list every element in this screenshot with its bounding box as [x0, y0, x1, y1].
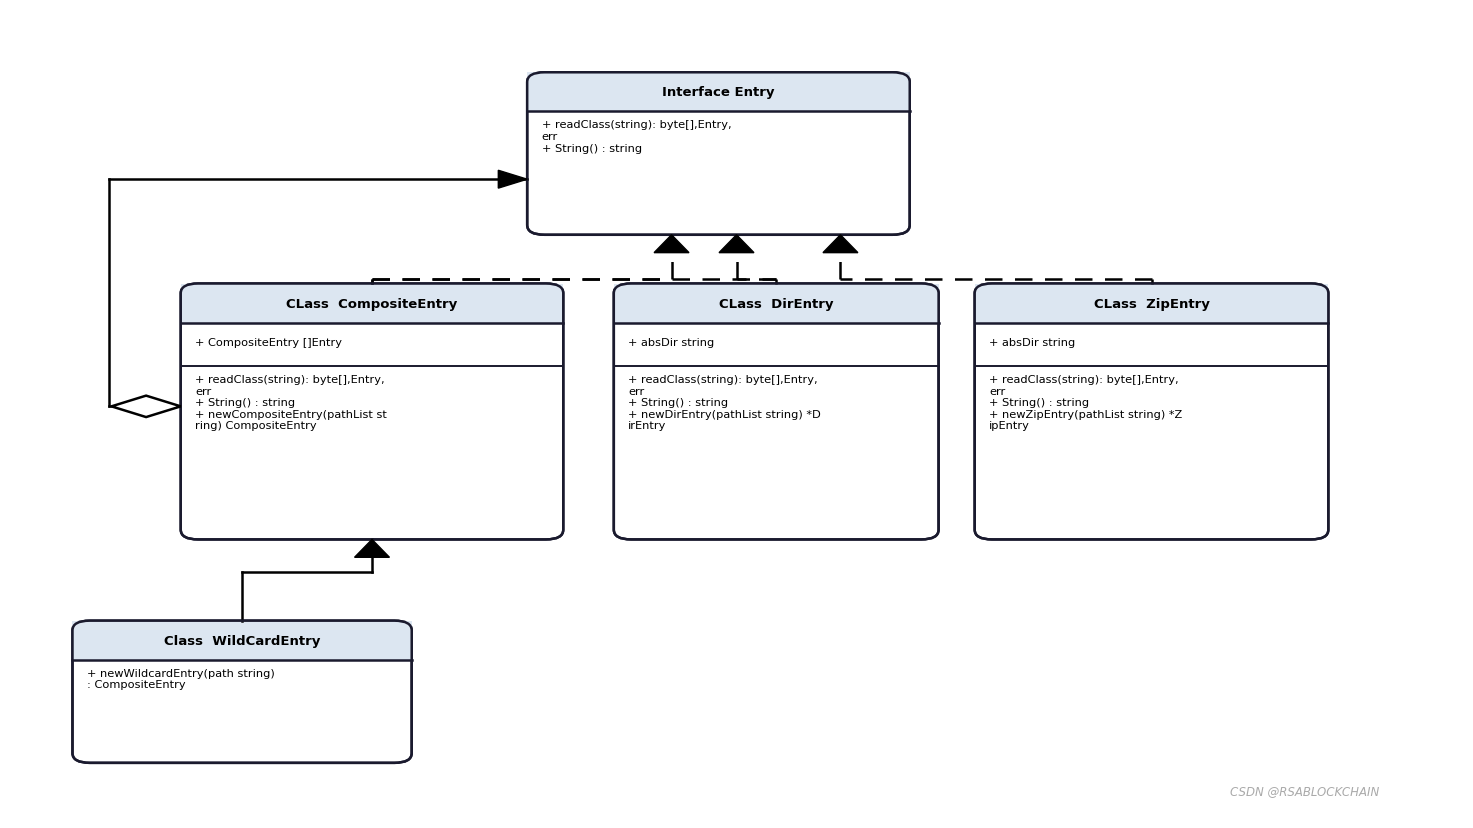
Text: Interface Entry: Interface Entry — [663, 86, 775, 99]
Bar — [181, 284, 563, 323]
Bar — [614, 284, 938, 323]
Text: + CompositeEntry []Entry: + CompositeEntry []Entry — [194, 338, 342, 348]
Polygon shape — [719, 235, 754, 253]
Polygon shape — [498, 171, 527, 189]
FancyBboxPatch shape — [72, 621, 411, 763]
Text: + readClass(string): byte[],Entry,
err
+ String() : string
+ newZipEntry(pathLis: + readClass(string): byte[],Entry, err +… — [990, 374, 1183, 431]
Text: Class  WildCardEntry: Class WildCardEntry — [164, 634, 320, 647]
Text: CLass  ZipEntry: CLass ZipEntry — [1093, 297, 1209, 310]
FancyBboxPatch shape — [181, 284, 563, 540]
Text: + absDir string: + absDir string — [627, 338, 714, 348]
Text: + readClass(string): byte[],Entry,
err
+ String() : string: + readClass(string): byte[],Entry, err +… — [542, 120, 731, 153]
Text: + readClass(string): byte[],Entry,
err
+ String() : string
+ newCompositeEntry(p: + readClass(string): byte[],Entry, err +… — [194, 374, 387, 431]
Polygon shape — [355, 540, 389, 557]
Bar — [72, 621, 411, 660]
Text: + readClass(string): byte[],Entry,
err
+ String() : string
+ newDirEntry(pathLis: + readClass(string): byte[],Entry, err +… — [627, 374, 820, 431]
Polygon shape — [823, 235, 857, 253]
Text: + absDir string: + absDir string — [990, 338, 1075, 348]
Polygon shape — [112, 396, 181, 417]
Bar — [975, 284, 1329, 323]
Text: + newWildcardEntry(path string)
: CompositeEntry: + newWildcardEntry(path string) : Compos… — [87, 668, 274, 690]
FancyBboxPatch shape — [975, 284, 1329, 540]
Polygon shape — [654, 235, 689, 253]
FancyBboxPatch shape — [614, 284, 938, 540]
Bar — [527, 73, 910, 112]
Text: CLass  CompositeEntry: CLass CompositeEntry — [286, 297, 458, 310]
Text: CLass  DirEntry: CLass DirEntry — [719, 297, 834, 310]
FancyBboxPatch shape — [527, 73, 910, 235]
Text: CSDN @RSABLOCKCHAIN: CSDN @RSABLOCKCHAIN — [1230, 784, 1379, 797]
